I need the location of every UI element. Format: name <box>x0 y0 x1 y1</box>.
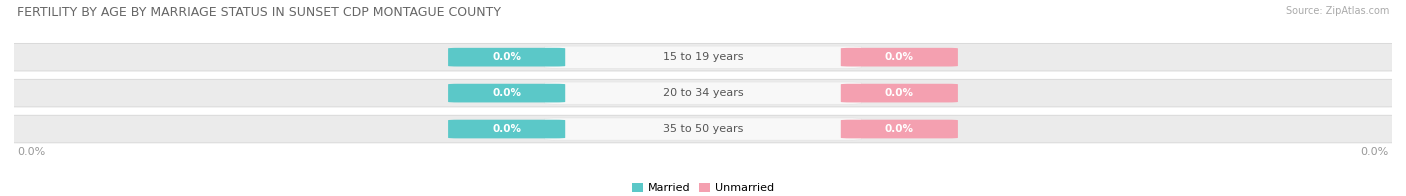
FancyBboxPatch shape <box>544 46 862 68</box>
FancyBboxPatch shape <box>449 48 565 66</box>
Text: 0.0%: 0.0% <box>492 52 522 62</box>
FancyBboxPatch shape <box>449 84 565 103</box>
FancyBboxPatch shape <box>0 115 1406 143</box>
Text: 0.0%: 0.0% <box>1360 147 1389 157</box>
Legend: Married, Unmarried: Married, Unmarried <box>627 178 779 196</box>
Text: Source: ZipAtlas.com: Source: ZipAtlas.com <box>1285 6 1389 16</box>
Text: 0.0%: 0.0% <box>17 147 46 157</box>
FancyBboxPatch shape <box>841 48 957 66</box>
Text: 20 to 34 years: 20 to 34 years <box>662 88 744 98</box>
FancyBboxPatch shape <box>449 120 565 138</box>
FancyBboxPatch shape <box>841 120 957 138</box>
Text: 0.0%: 0.0% <box>884 124 914 134</box>
FancyBboxPatch shape <box>841 84 957 103</box>
FancyBboxPatch shape <box>0 43 1406 71</box>
Text: 0.0%: 0.0% <box>884 52 914 62</box>
FancyBboxPatch shape <box>544 118 862 140</box>
Text: 15 to 19 years: 15 to 19 years <box>662 52 744 62</box>
FancyBboxPatch shape <box>0 79 1406 107</box>
Text: 0.0%: 0.0% <box>492 88 522 98</box>
Text: 0.0%: 0.0% <box>492 124 522 134</box>
Text: 0.0%: 0.0% <box>884 88 914 98</box>
Text: 35 to 50 years: 35 to 50 years <box>662 124 744 134</box>
FancyBboxPatch shape <box>544 82 862 104</box>
Text: FERTILITY BY AGE BY MARRIAGE STATUS IN SUNSET CDP MONTAGUE COUNTY: FERTILITY BY AGE BY MARRIAGE STATUS IN S… <box>17 6 501 19</box>
